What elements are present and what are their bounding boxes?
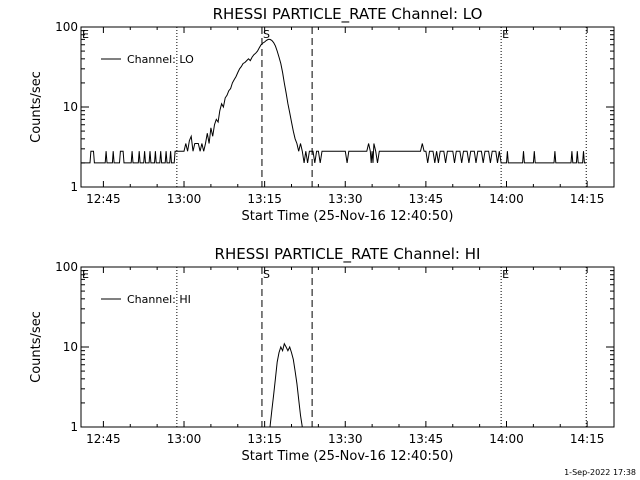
- panel-1-x-tick-label: 13:00: [167, 192, 202, 206]
- panel-1-x-tick-label: 14:15: [570, 192, 605, 206]
- panel-2-x-tick-label: 13:00: [167, 432, 202, 446]
- panel-1-marker-label: E: [82, 28, 89, 41]
- panel-1-x-tick-label: 13:30: [328, 192, 363, 206]
- panel-2-x-axis-label: Start Time (25-Nov-16 12:40:50): [242, 449, 454, 464]
- panel-1-x-axis-label: Start Time (25-Nov-16 12:40:50): [242, 209, 454, 224]
- panel-2-marker-label: E: [502, 268, 509, 281]
- panel-1-marker-label: S: [263, 28, 270, 41]
- panel-2-marker-label: S: [263, 268, 270, 281]
- panel-2-y-tick-label: 100: [55, 260, 78, 274]
- panel-2-x-tick-label: 14:15: [570, 432, 605, 446]
- panel-2-chart-title: RHESSI PARTICLE_RATE Channel: HI: [215, 245, 481, 264]
- panel-1-plot-frame: [80, 26, 615, 188]
- panel-1-x-tick-label: 13:15: [247, 192, 282, 206]
- panel-1-marker-label: E: [502, 28, 509, 41]
- panel-1-y-tick-label: 1: [70, 180, 78, 194]
- panel-2-x-tick-label: 14:00: [489, 432, 524, 446]
- panel-1-x-tick-label: 12:45: [86, 192, 121, 206]
- panel-1-legend-label: Channel: LO: [127, 53, 194, 66]
- panel-1-series-line: [81, 38, 587, 164]
- panel-1-chart-title: RHESSI PARTICLE_RATE Channel: LO: [213, 5, 483, 24]
- panel-2-series-line: [269, 342, 303, 428]
- panel-2-x-tick-label: 13:45: [409, 432, 444, 446]
- panel-2-marker-label: E: [82, 268, 89, 281]
- panel-2-y-tick-label: 1: [70, 420, 78, 434]
- panel-1-x-tick-label: 14:00: [489, 192, 524, 206]
- panel-1-y-axis-label: Counts/sec: [29, 71, 44, 143]
- panel-1-y-tick-label: 10: [63, 100, 78, 114]
- panel-2-x-tick-label: 13:15: [247, 432, 282, 446]
- panel-1-y-tick-label: 100: [55, 20, 78, 34]
- panel-2-legend-label: Channel: HI: [127, 293, 191, 306]
- panel-2-x-tick-label: 12:45: [86, 432, 121, 446]
- panel-2-plot-frame: [80, 266, 615, 428]
- panel-2-y-tick-label: 10: [63, 340, 78, 354]
- panel-2-x-tick-label: 13:30: [328, 432, 363, 446]
- panel-2-y-axis-label: Counts/sec: [29, 311, 44, 383]
- footer-timestamp: 1-Sep-2022 17:38: [564, 468, 636, 477]
- panel-1-x-tick-label: 13:45: [409, 192, 444, 206]
